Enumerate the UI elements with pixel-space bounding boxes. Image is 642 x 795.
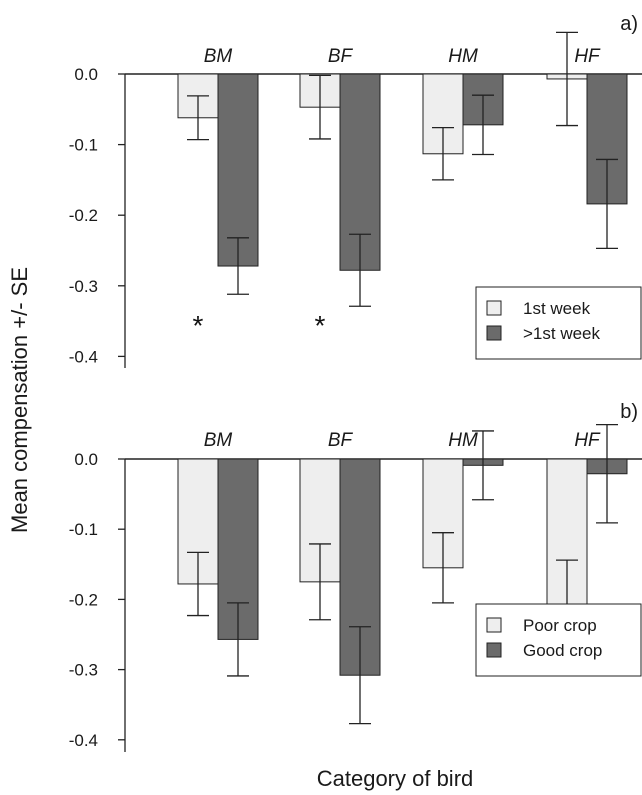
legend-label: Good crop xyxy=(523,641,602,660)
category-label: HF xyxy=(574,46,601,67)
y-tick-label: -0.3 xyxy=(69,661,98,680)
panel-b: 0.0 -0.1 -0.2 -0.3 -0.4 b) BM BF HM HF Poor crop Go… xyxy=(69,401,642,752)
category-label: BF xyxy=(328,430,354,451)
legend-swatch xyxy=(486,642,502,658)
y-tick-label: 0.0 xyxy=(74,450,98,469)
category-label: BF xyxy=(328,46,354,67)
y-tick-label: -0.1 xyxy=(69,136,98,155)
legend-swatch xyxy=(486,325,502,341)
legend-label: 1st week xyxy=(523,299,591,318)
y-tick-label: -0.3 xyxy=(69,277,98,296)
category-label: HM xyxy=(448,430,478,451)
legend-box xyxy=(475,603,642,677)
legend-swatch xyxy=(486,617,502,633)
y-tick-label: 0.0 xyxy=(74,65,98,84)
y-axis-title: Mean compensation +/- SE xyxy=(7,267,32,533)
y-tick-label: -0.2 xyxy=(69,590,98,609)
legend-swatch xyxy=(486,300,502,316)
y-tick-label: -0.2 xyxy=(69,206,98,225)
panel-label: a) xyxy=(620,13,638,35)
significance-marker: * xyxy=(315,310,326,341)
category-label: HF xyxy=(574,430,601,451)
y-tick-label: -0.4 xyxy=(69,347,98,366)
legend-label: Poor crop xyxy=(523,616,597,635)
x-axis-title: Category of bird xyxy=(317,766,474,791)
panel-a: 0.0 -0.1 -0.2 -0.3 -0.4 a) BM BF HM HF * * 1st week >… xyxy=(69,13,642,368)
legend: Poor crop Good crop xyxy=(475,603,642,677)
legend-label: >1st week xyxy=(523,324,601,343)
legend-box xyxy=(475,286,642,360)
category-label: BM xyxy=(204,46,233,67)
y-tick-label: -0.1 xyxy=(69,520,98,539)
panel-label: b) xyxy=(620,401,638,423)
significance-marker: * xyxy=(193,310,204,341)
category-label: HM xyxy=(448,46,478,67)
category-label: BM xyxy=(204,430,233,451)
y-tick-label: -0.4 xyxy=(69,731,98,750)
legend: 1st week >1st week xyxy=(475,286,642,360)
